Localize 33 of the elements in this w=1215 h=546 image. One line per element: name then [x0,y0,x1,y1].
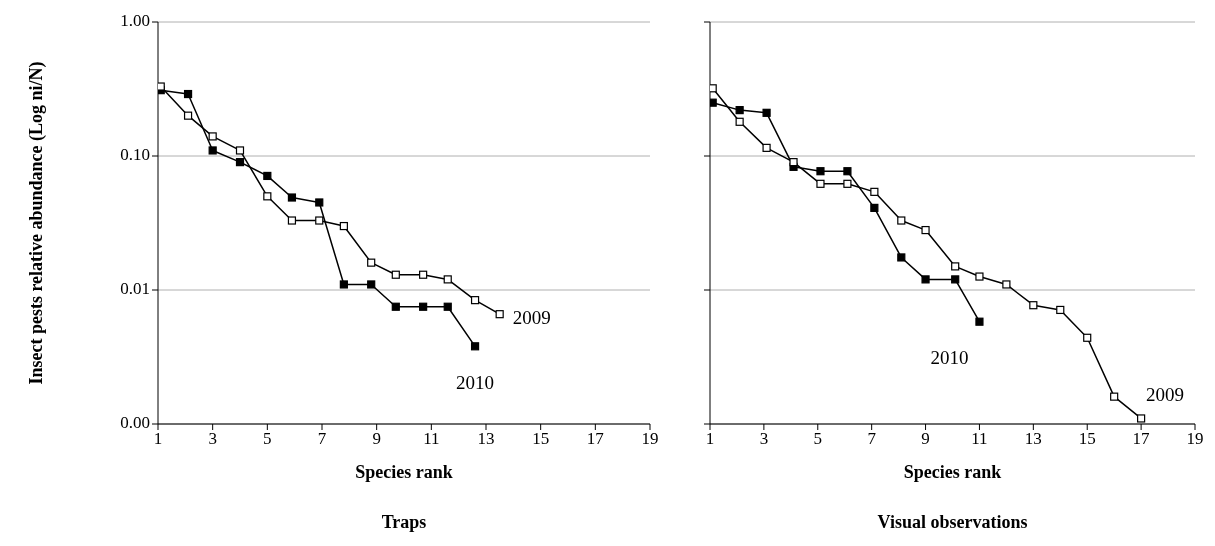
x-tick-label: 17 [1132,429,1151,449]
y-tick-label: 0.00 [120,412,150,432]
y-tick-label: 0.01 [120,278,150,298]
y-tick-label: 1.00 [120,10,150,30]
x-tick-label: 11 [423,429,440,449]
series-label: 2010 [930,347,969,369]
series-label: 2009 [512,306,551,328]
x-tick-label: 13 [1024,429,1042,449]
x-tick-label: 17 [586,429,605,449]
x-tick-label: 3 [208,429,217,449]
series-label: 2009 [1146,383,1185,405]
series-label: 2010 [456,371,495,393]
y-axis-title: Insect pests relative abundance (Log ni/N) [25,60,47,387]
x-tick-label: 7 [867,429,877,449]
x-tick-label: 11 [971,429,988,449]
x-tick-label: 5 [813,429,823,449]
x-tick-label: 13 [477,429,495,449]
x-tick-label: 5 [263,429,272,449]
text: Visual observations [876,512,1029,533]
x-tick-label: 9 [921,429,930,449]
x-axis-title: Species rank [903,462,1002,482]
x-tick-label: 15 [532,429,550,449]
x-axis-title: Species rank [355,462,453,482]
x-tick-label: 9 [372,429,381,449]
x-tick-label: 19 [641,429,659,449]
x-tick-label: 15 [1078,429,1096,449]
x-tick-label: 7 [317,429,327,449]
x-tick-label: 19 [1186,429,1204,449]
x-tick-label: 1 [153,429,163,449]
x-tick-label: 1 [705,429,715,449]
x-tick-label: 3 [759,429,769,449]
y-tick-label: 0.10 [120,144,150,164]
text: Traps [380,512,428,533]
